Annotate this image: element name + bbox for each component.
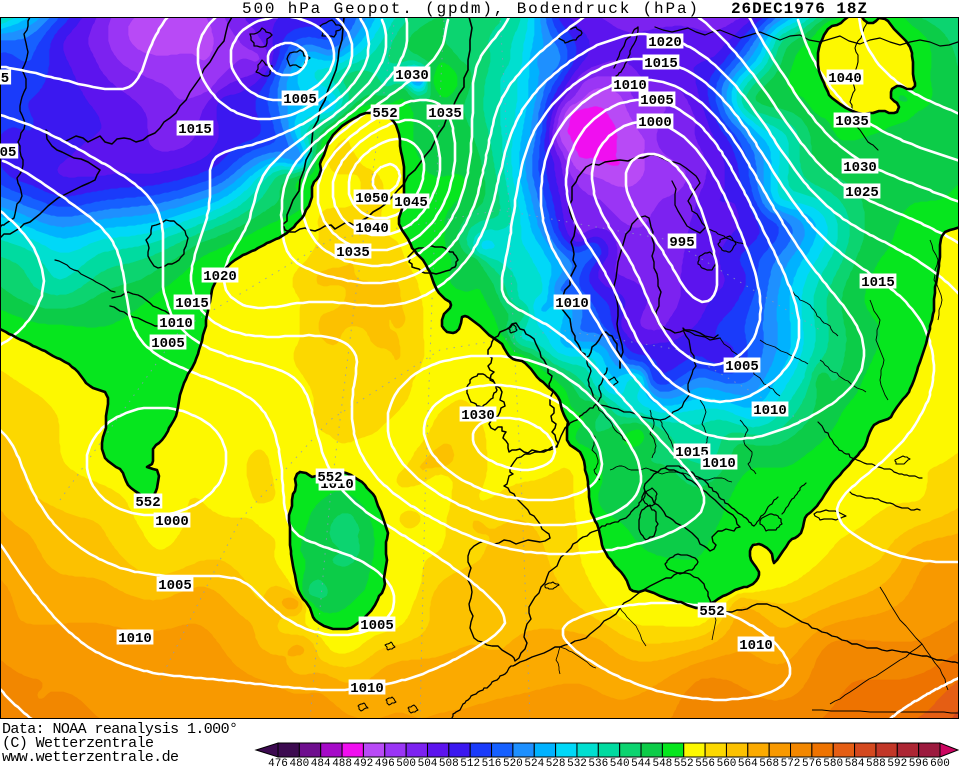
svg-text:26DEC1976 18Z: 26DEC1976 18Z [731,0,867,18]
svg-text:1025: 1025 [845,185,879,201]
svg-text:1015: 1015 [178,122,212,138]
svg-text:1000: 1000 [638,115,672,131]
svg-text:995: 995 [669,235,694,251]
svg-text:1015: 1015 [175,296,209,312]
svg-text:484: 484 [311,758,331,770]
svg-text:552: 552 [317,470,342,486]
svg-text:1020: 1020 [648,35,682,51]
svg-text:1010: 1010 [739,638,773,654]
svg-text:568: 568 [759,758,779,770]
svg-text:1010: 1010 [555,296,589,312]
svg-text:492: 492 [353,758,373,770]
svg-text:536: 536 [588,758,608,770]
svg-text:500: 500 [396,758,416,770]
svg-text:1015: 1015 [644,56,678,72]
svg-text:560: 560 [717,758,737,770]
svg-text:508: 508 [439,758,459,770]
svg-text:552: 552 [372,106,397,122]
svg-text:1005: 1005 [151,336,185,352]
svg-text:1030: 1030 [843,160,877,176]
svg-text:1010: 1010 [613,78,647,94]
svg-text:556: 556 [695,758,715,770]
svg-text:1030: 1030 [461,408,495,424]
svg-text:1035: 1035 [336,245,370,261]
svg-text:1005: 1005 [360,618,394,634]
svg-text:1045: 1045 [394,195,428,211]
svg-text:1050: 1050 [355,191,389,207]
svg-text:1015: 1015 [861,275,895,291]
svg-text:www.wetterzentrale.de: www.wetterzentrale.de [2,749,179,766]
svg-text:580: 580 [823,758,843,770]
svg-text:572: 572 [781,758,801,770]
svg-text:544: 544 [631,758,651,770]
svg-text:1035: 1035 [835,114,869,130]
svg-text:1010: 1010 [159,316,193,332]
svg-text:496: 496 [375,758,395,770]
svg-text:1030: 1030 [395,68,429,84]
svg-text:1015: 1015 [675,445,709,461]
svg-text:552: 552 [699,604,724,620]
svg-text:592: 592 [887,758,907,770]
svg-text:588: 588 [866,758,886,770]
svg-text:524: 524 [524,758,544,770]
svg-text:528: 528 [546,758,566,770]
svg-text:1040: 1040 [828,71,862,87]
svg-text:1010: 1010 [753,403,787,419]
svg-text:552: 552 [674,758,694,770]
svg-text:540: 540 [610,758,630,770]
svg-text:480: 480 [289,758,309,770]
svg-text:584: 584 [845,758,865,770]
svg-text:1035: 1035 [428,106,462,122]
svg-text:05: 05 [0,145,16,161]
svg-text:1020: 1020 [203,269,237,285]
svg-text:476: 476 [268,758,288,770]
svg-text:1010: 1010 [702,456,736,472]
svg-text:532: 532 [567,758,587,770]
svg-text:1005: 1005 [158,578,192,594]
svg-text:1000: 1000 [155,514,189,530]
svg-text:Data: NOAA reanalysis 1.000°: Data: NOAA reanalysis 1.000° [2,721,238,738]
svg-text:520: 520 [503,758,523,770]
svg-text:596: 596 [909,758,929,770]
svg-text:512: 512 [460,758,480,770]
svg-text:552: 552 [135,495,160,511]
svg-text:5: 5 [1,71,9,87]
svg-text:1005: 1005 [725,359,759,375]
svg-text:1005: 1005 [640,93,674,109]
svg-text:504: 504 [418,758,438,770]
svg-text:1040: 1040 [355,221,389,237]
svg-text:1005: 1005 [283,92,317,108]
svg-text:516: 516 [482,758,502,770]
svg-text:576: 576 [802,758,822,770]
svg-text:548: 548 [652,758,672,770]
svg-text:600: 600 [930,758,950,770]
svg-text:564: 564 [738,758,758,770]
svg-text:1010: 1010 [118,631,152,647]
svg-text:1010: 1010 [350,681,384,697]
svg-text:488: 488 [332,758,352,770]
svg-text:(C) Wetterzentrale: (C) Wetterzentrale [2,735,154,752]
